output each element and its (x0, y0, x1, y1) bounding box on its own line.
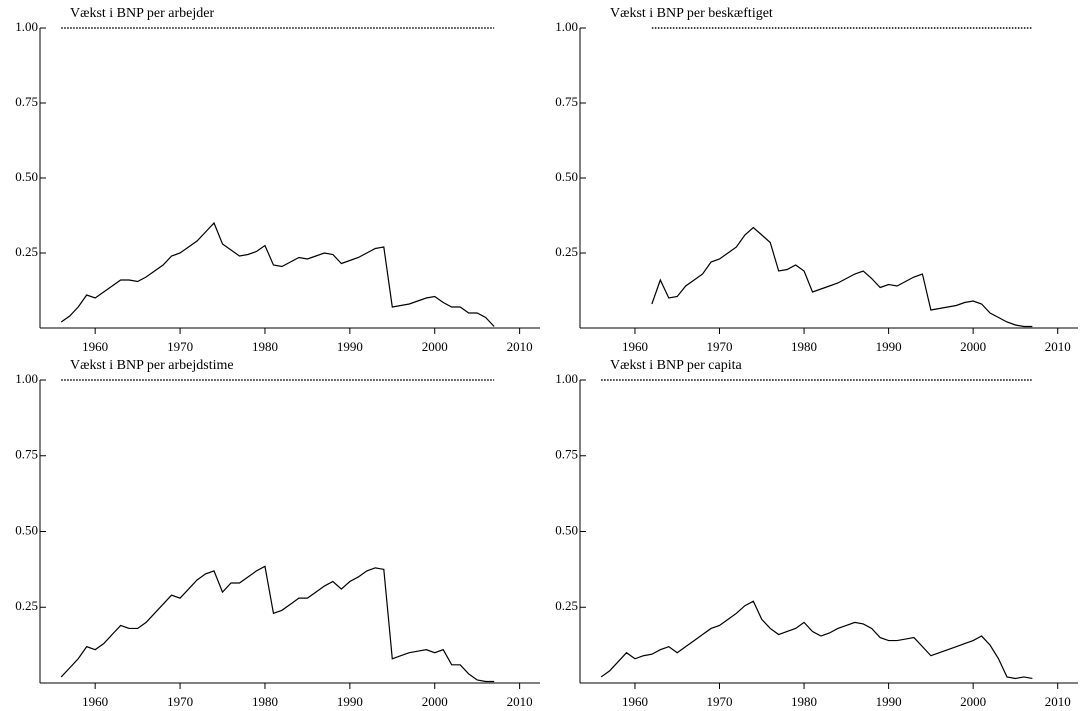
x-tick-label: 1980 (252, 694, 278, 709)
x-tick-label: 2000 (422, 694, 448, 709)
x-tick-label: 1970 (167, 339, 193, 354)
x-tick-label: 1980 (791, 339, 817, 354)
x-tick-label: 1980 (791, 694, 817, 709)
x-tick-label: 2010 (1045, 339, 1071, 354)
y-tick-label: 0.50 (15, 522, 38, 537)
x-tick-label: 1970 (707, 694, 733, 709)
y-tick-label: 0.50 (555, 169, 578, 184)
y-tick-label: 0.25 (15, 598, 38, 613)
x-tick-label: 2000 (960, 339, 986, 354)
x-tick-label: 2000 (960, 694, 986, 709)
data-line (60, 221, 495, 327)
y-tick-label: 0.50 (15, 169, 38, 184)
chart-title: Vækst i BNP per beskæftiget (610, 6, 773, 21)
y-tick-label: 0.75 (15, 447, 38, 462)
y-tick-label: 1.00 (15, 19, 38, 34)
y-tick-label: 1.00 (555, 19, 578, 34)
y-tick-label: 0.25 (555, 244, 578, 259)
y-tick-label: 0.75 (555, 447, 578, 462)
chart-title: Vækst i BNP per capita (610, 358, 742, 373)
y-tick-label: 0.25 (15, 244, 38, 259)
y-tick-label: 0.75 (15, 94, 38, 109)
y-tick-label: 0.50 (555, 522, 578, 537)
x-tick-label: 1990 (876, 339, 902, 354)
x-tick-label: 1970 (167, 694, 193, 709)
x-tick-label: 1970 (707, 339, 733, 354)
data-line (60, 565, 495, 683)
data-line (651, 226, 1033, 328)
x-tick-label: 1960 (82, 339, 108, 354)
y-tick-label: 1.00 (15, 371, 38, 386)
x-tick-label: 1960 (82, 694, 108, 709)
data-line (600, 600, 1033, 680)
y-tick-label: 0.75 (555, 94, 578, 109)
x-tick-label: 2010 (507, 339, 533, 354)
x-tick-label: 2010 (507, 694, 533, 709)
y-tick-label: 0.25 (555, 598, 578, 613)
x-tick-label: 1990 (876, 694, 902, 709)
x-tick-label: 1960 (622, 694, 648, 709)
x-tick-label: 1960 (622, 339, 648, 354)
x-tick-label: 1990 (337, 694, 363, 709)
x-tick-label: 2000 (422, 339, 448, 354)
chart-title: Vækst i BNP per arbejdstime (70, 358, 234, 373)
x-tick-label: 2010 (1045, 694, 1071, 709)
chart-title: Vækst i BNP per arbejder (70, 6, 214, 21)
x-tick-label: 1980 (252, 339, 278, 354)
y-tick-label: 1.00 (555, 371, 578, 386)
x-tick-label: 1990 (337, 339, 363, 354)
